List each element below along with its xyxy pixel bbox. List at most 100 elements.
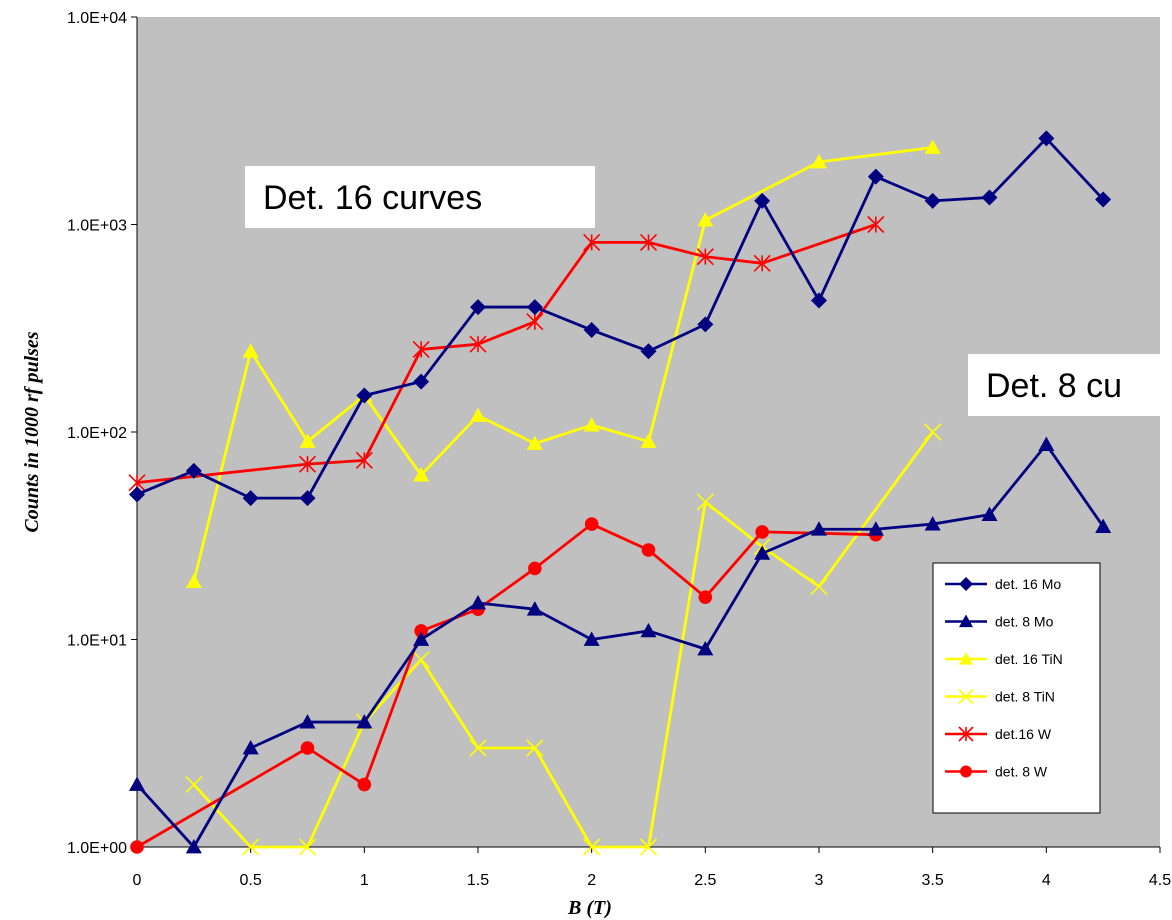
data-point bbox=[242, 343, 259, 358]
data-point bbox=[755, 525, 769, 539]
data-point bbox=[924, 139, 941, 154]
data-point bbox=[696, 248, 714, 266]
legend-label: det. 16 Mo bbox=[995, 576, 1061, 592]
data-point bbox=[469, 335, 487, 353]
x-tick-label: 2 bbox=[587, 872, 596, 889]
y-tick-label: 1.0E+03 bbox=[67, 218, 127, 235]
data-point bbox=[185, 839, 202, 854]
data-point bbox=[640, 433, 657, 448]
data-point bbox=[959, 652, 973, 665]
data-point bbox=[811, 292, 827, 309]
annotation-det16-text: Det. 16 curves bbox=[263, 179, 482, 217]
data-point bbox=[130, 840, 144, 854]
x-axis-title: B (T) bbox=[567, 897, 612, 919]
data-point bbox=[185, 573, 202, 589]
data-point bbox=[526, 739, 544, 757]
data-point bbox=[185, 462, 202, 479]
series-det-16-mo bbox=[129, 130, 1112, 507]
data-point bbox=[640, 343, 657, 360]
data-point bbox=[753, 254, 771, 272]
series-det-8-w bbox=[130, 517, 883, 854]
data-point bbox=[584, 517, 599, 531]
annotation-det16-box bbox=[245, 166, 595, 228]
data-point bbox=[981, 506, 998, 521]
data-point bbox=[413, 631, 430, 646]
data-point bbox=[129, 486, 145, 503]
legend-label: det. 8 Mo bbox=[995, 614, 1054, 630]
y-tick-label: 1.0E+02 bbox=[67, 425, 127, 442]
data-point bbox=[1038, 130, 1055, 147]
data-point bbox=[526, 435, 543, 450]
data-point bbox=[811, 521, 827, 536]
data-point bbox=[867, 521, 884, 536]
series-line bbox=[135, 443, 1105, 849]
data-point bbox=[470, 407, 486, 422]
x-tick-label: 0 bbox=[133, 872, 142, 889]
data-point bbox=[867, 215, 885, 234]
series-line bbox=[136, 136, 1105, 500]
y-tick-label: 1.0E+04 bbox=[67, 10, 127, 27]
x-tick-label: 4.5 bbox=[1149, 872, 1171, 889]
data-point bbox=[754, 192, 771, 209]
data-point bbox=[924, 516, 941, 531]
data-point bbox=[412, 651, 430, 669]
data-point bbox=[185, 775, 203, 794]
series-det-8-mo bbox=[129, 436, 1112, 854]
y-tick-label: 1.0E+00 bbox=[67, 840, 127, 857]
data-point bbox=[697, 212, 714, 227]
legend-label: det. 8 TiN bbox=[995, 689, 1055, 705]
legend: det. 16 Mo det. 8 Mo det. 16 TiN det. 8 TiN… bbox=[932, 562, 1101, 814]
data-point bbox=[528, 561, 542, 576]
x-tick-label: 1 bbox=[360, 872, 369, 889]
data-point bbox=[298, 838, 317, 856]
data-point bbox=[811, 154, 827, 169]
series-line bbox=[192, 146, 933, 582]
data-point bbox=[698, 590, 713, 604]
legend-label: det. 8 W bbox=[995, 764, 1048, 780]
data-point bbox=[697, 640, 714, 656]
y-tick-label: 1.0E+01 bbox=[67, 633, 127, 650]
x-tick-label: 0.5 bbox=[240, 872, 262, 889]
data-point bbox=[810, 577, 828, 596]
data-point bbox=[299, 490, 316, 507]
data-point bbox=[867, 168, 884, 185]
annotation-det8-box bbox=[968, 354, 1172, 416]
x-tick-label: 2.5 bbox=[694, 872, 716, 889]
data-point bbox=[413, 373, 430, 390]
data-point bbox=[526, 299, 543, 316]
data-point bbox=[583, 233, 601, 251]
data-point bbox=[639, 838, 658, 856]
series-layer bbox=[128, 130, 1112, 856]
x-tick-label: 3 bbox=[815, 872, 824, 889]
data-point bbox=[129, 776, 145, 791]
data-point bbox=[1095, 191, 1112, 208]
annotation-det8-text: Det. 8 cu bbox=[986, 367, 1122, 405]
data-point bbox=[300, 741, 315, 755]
legend-label: det. 16 TiN bbox=[995, 651, 1063, 667]
data-point bbox=[526, 601, 543, 616]
data-point bbox=[583, 631, 600, 646]
data-point bbox=[639, 233, 658, 251]
data-point bbox=[640, 622, 657, 638]
data-point bbox=[356, 387, 373, 404]
legend-label: det.16 W bbox=[995, 726, 1052, 742]
data-point bbox=[242, 739, 259, 755]
data-point bbox=[413, 467, 430, 482]
data-point bbox=[356, 714, 373, 729]
data-point bbox=[958, 688, 974, 705]
data-point bbox=[641, 543, 656, 557]
data-point bbox=[414, 624, 428, 638]
data-point bbox=[1095, 518, 1112, 534]
x-axis: 0 0.5 1 1.5 2 2.5 3 3.5 4 4.5 bbox=[133, 846, 1171, 889]
data-point bbox=[924, 192, 941, 209]
x-tick-label: 1.5 bbox=[467, 872, 489, 889]
data-point bbox=[754, 545, 771, 560]
data-point bbox=[470, 594, 486, 610]
data-point bbox=[412, 340, 430, 358]
data-point bbox=[470, 299, 486, 316]
data-point bbox=[981, 189, 998, 206]
data-point bbox=[242, 838, 260, 856]
data-point bbox=[526, 313, 544, 331]
data-point bbox=[697, 316, 714, 333]
